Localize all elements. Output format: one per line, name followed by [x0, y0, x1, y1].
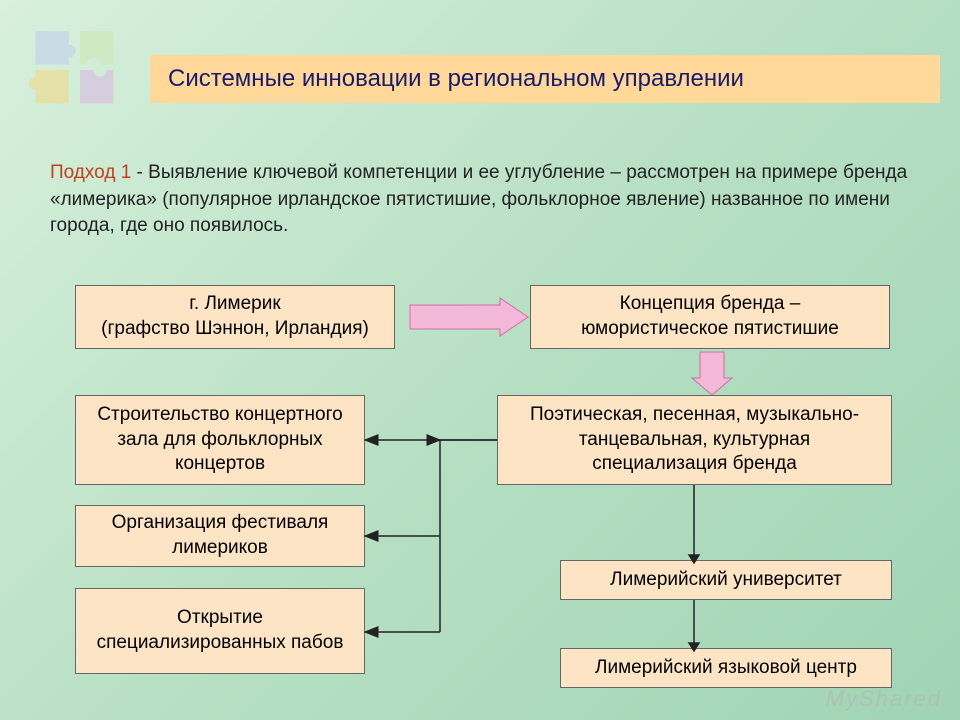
box-concert-hall: Строительство концертного зала для фольк…	[75, 395, 365, 485]
watermark: MyShared	[826, 686, 942, 712]
box-brand-concept: Концепция бренда – юмористическое пятист…	[530, 285, 890, 349]
title-text: Системные инновации в региональном управ…	[168, 65, 744, 92]
subtitle-body: - Выявление ключевой компетенции и ее уг…	[50, 162, 907, 236]
subtitle: Подход 1 - Выявление ключевой компетенци…	[50, 160, 920, 240]
approach-label: Подход 1	[50, 162, 131, 183]
box-lang-center: Лимерийский языковой центр	[560, 648, 892, 688]
box-specialization: Поэтическая, песенная, музыкально-танцев…	[497, 395, 892, 485]
puzzle-icon	[20, 20, 140, 120]
box-university: Лимерийский университет	[560, 560, 892, 600]
arrow-city-to-concept	[410, 298, 528, 336]
box-limerick-city: г. Лимерик (графство Шэннон, Ирландия)	[75, 285, 395, 349]
arrow-concept-to-specialization	[692, 352, 732, 395]
page-title: Системные инновации в региональном управ…	[150, 55, 940, 103]
box-pubs: Открытие специализированных пабов	[75, 588, 365, 674]
box-festival: Организация фестиваля лимериков	[75, 505, 365, 567]
